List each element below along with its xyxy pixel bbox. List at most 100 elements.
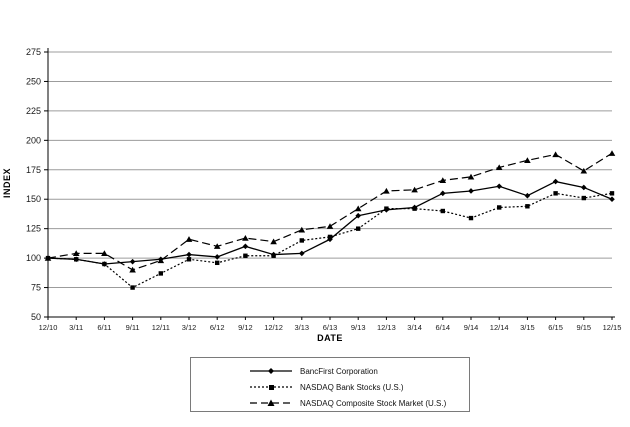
triangle-marker: [608, 150, 616, 156]
triangle-marker: [270, 238, 277, 245]
triangle-marker: [354, 205, 362, 212]
square-marker: [327, 234, 333, 240]
legend-item-bancfirst: BancFirst Corporation: [249, 363, 469, 379]
y-tick-label: 150: [26, 194, 41, 204]
diamond-marker: [468, 188, 474, 194]
square-marker: [243, 253, 248, 258]
x-tick-label: 9/15: [576, 323, 591, 332]
triangle-marker: [44, 255, 52, 261]
square-marker: [215, 260, 220, 266]
y-tick-label: 175: [26, 165, 41, 175]
x-tick-label: 3/15: [520, 323, 535, 332]
x-tick-label: 3/14: [407, 323, 422, 332]
y-tick-label: 275: [26, 47, 41, 57]
triangle-marker: [524, 157, 531, 163]
x-tick-label: 3/12: [182, 323, 197, 332]
x-tick-label: 6/14: [435, 323, 450, 332]
diamond-marker: [129, 258, 136, 265]
y-tick-label: 200: [26, 135, 41, 145]
series-bancfirst-corporation: [45, 178, 615, 267]
triangle-marker: [411, 186, 418, 193]
square-marker: [412, 206, 417, 211]
diamond-marker: [581, 184, 587, 191]
square-marker: [609, 191, 615, 196]
square-marker: [384, 206, 389, 211]
legend-box: BancFirst Corporation NASDAQ Bank Stocks…: [190, 357, 470, 412]
triangle-marker: [72, 250, 80, 256]
x-tick-label: 12/13: [377, 323, 396, 332]
diamond-marker: [524, 192, 531, 199]
x-tick-label: 9/13: [351, 323, 366, 332]
legend-item-nasdaq-banks: NASDAQ Bank Stocks (U.S.): [249, 379, 469, 395]
triangle-marker: [552, 151, 559, 158]
y-tick-label: 250: [26, 76, 41, 86]
y-tick-label: 50: [31, 312, 41, 322]
legend-item-nasdaq-composite: NASDAQ Composite Stock Market (U.S.): [249, 395, 469, 411]
diamond-marker: [186, 251, 192, 258]
x-tick-label: 12/11: [152, 323, 170, 332]
x-tick-label: 12/10: [39, 323, 58, 332]
x-tick-label: 9/12: [238, 323, 253, 332]
triangle-marker: [326, 223, 334, 229]
square-marker: [102, 261, 107, 267]
diamond-marker: [214, 254, 220, 260]
square-marker: [581, 195, 586, 201]
x-tick-label: 3/11: [69, 323, 83, 332]
square-marker: [74, 257, 79, 262]
x-tick-label: 12/14: [490, 323, 509, 332]
square-marker: [299, 238, 304, 243]
diamond-marker: [299, 250, 305, 257]
series-line: [47, 152, 613, 271]
dotted-square-line-icon: [250, 385, 292, 390]
series-nasdaq-composite-stock-market-u-s: [44, 150, 616, 273]
square-marker: [271, 253, 276, 258]
triangle-marker: [101, 250, 108, 256]
diamond-marker: [355, 212, 361, 219]
triangle-marker: [495, 164, 503, 171]
x-tick-label: 3/13: [294, 323, 309, 332]
x-axis-title: DATE: [317, 333, 343, 343]
triangle-marker: [213, 243, 221, 249]
series-line: [47, 192, 613, 289]
square-marker: [158, 271, 163, 276]
x-tick-label: 6/13: [323, 323, 338, 332]
x-tick-label: 6/11: [97, 323, 111, 332]
diamond-marker: [552, 178, 559, 185]
triangle-marker: [129, 266, 136, 273]
square-marker: [130, 285, 135, 290]
x-tick-label: 6/12: [210, 323, 225, 332]
square-marker: [440, 208, 445, 214]
x-tick-label: 9/11: [126, 323, 140, 332]
legend-label: NASDAQ Composite Stock Market (U.S.): [300, 398, 447, 408]
square-marker: [553, 191, 558, 196]
y-tick-label: 100: [26, 253, 41, 263]
legend-label: BancFirst Corporation: [300, 366, 378, 376]
dashed-triangle-line-icon: [250, 399, 292, 406]
x-tick-label: 12/15: [603, 323, 622, 332]
triangle-marker: [467, 173, 475, 180]
square-marker: [356, 226, 361, 231]
triangle-marker: [298, 226, 306, 233]
diamond-marker: [242, 243, 249, 250]
diamond-marker: [496, 183, 502, 190]
triangle-marker: [157, 257, 165, 264]
solid-diamond-line-icon: [250, 368, 292, 374]
triangle-marker: [185, 236, 193, 242]
square-marker: [525, 204, 530, 209]
triangle-marker: [439, 177, 447, 183]
triangle-marker: [580, 167, 588, 174]
y-axis-title: INDEX: [2, 168, 12, 199]
diamond-marker: [440, 190, 446, 197]
square-marker: [186, 257, 192, 262]
triangle-marker: [242, 234, 249, 241]
y-tick-label: 75: [31, 283, 41, 293]
y-tick-label: 225: [26, 106, 41, 116]
diamond-marker: [609, 196, 615, 203]
legend-label: NASDAQ Bank Stocks (U.S.): [300, 382, 404, 392]
square-marker: [468, 215, 474, 221]
triangle-marker: [383, 187, 390, 194]
square-marker: [497, 205, 502, 210]
x-tick-label: 9/14: [464, 323, 479, 332]
